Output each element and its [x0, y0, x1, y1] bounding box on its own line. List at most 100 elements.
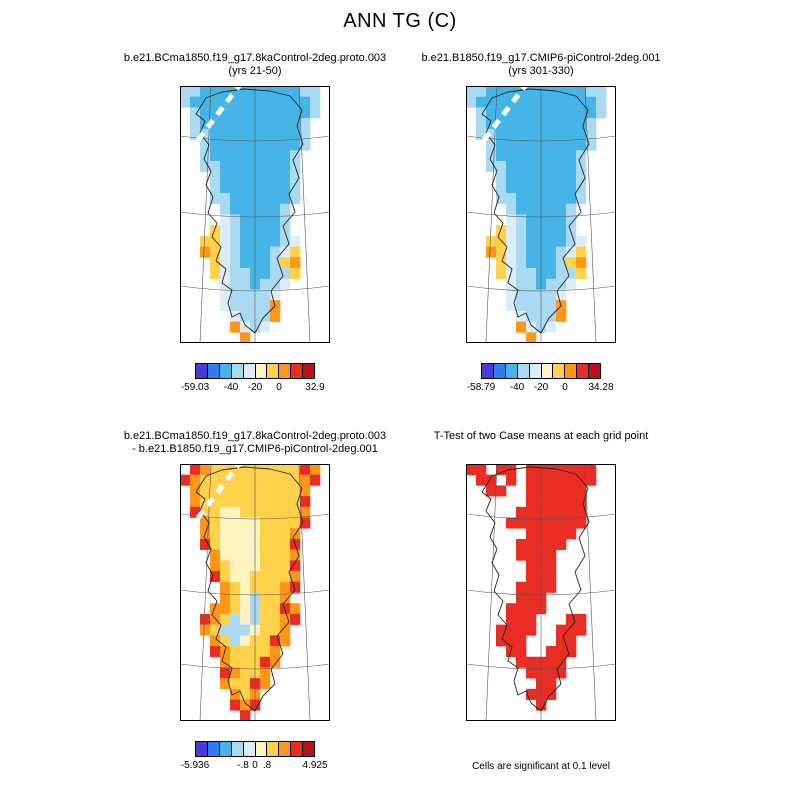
- colorbar-segment: [303, 742, 315, 756]
- map-cell: [260, 300, 271, 312]
- map-cell: [190, 464, 201, 476]
- map-cell: [526, 257, 537, 269]
- map-cell: [476, 86, 487, 98]
- map-cell: [290, 128, 301, 140]
- map-cell: [506, 257, 517, 269]
- map-cell: [556, 667, 567, 679]
- map-cell: [476, 96, 487, 108]
- map-cell: [230, 688, 241, 700]
- map-cell: [576, 118, 587, 130]
- graticule: [466, 464, 616, 721]
- map-cell: [506, 193, 517, 205]
- map-cell: [526, 225, 537, 237]
- map-cell: [526, 538, 537, 550]
- map-cell: [516, 289, 527, 301]
- map-cell: [210, 571, 221, 583]
- map-cell: [566, 171, 577, 183]
- map-cell: [200, 613, 211, 625]
- map-cell: [566, 86, 577, 98]
- map-cell: [190, 506, 201, 518]
- map-cell: [270, 581, 281, 593]
- map-cell: [486, 485, 497, 497]
- map-cell: [516, 128, 527, 140]
- colorbar-tick-label: -40: [223, 382, 239, 393]
- map-cell: [300, 86, 311, 98]
- map-cell: [476, 474, 487, 486]
- map-cell: [526, 268, 537, 280]
- map-cell: [280, 278, 291, 290]
- map-cell: [190, 96, 201, 108]
- colorbar-segment: [589, 364, 601, 378]
- map-cell: [230, 667, 241, 679]
- map-cell: [526, 289, 537, 301]
- map-cell: [230, 635, 241, 647]
- map-cell: [496, 118, 507, 130]
- colorbar-segment: [529, 364, 542, 378]
- map-cell: [290, 571, 301, 583]
- map-cell: [300, 464, 311, 476]
- map-cell: [566, 613, 577, 625]
- map-cell: [280, 496, 291, 508]
- colorbar-case2: -58.79 -40 -20 0 34.28: [467, 363, 614, 395]
- map-cell: [496, 635, 507, 647]
- map-cell: [526, 332, 537, 343]
- map-cell: [220, 613, 231, 625]
- map-cell: [270, 86, 281, 98]
- map-cell: [210, 485, 221, 497]
- map-cell: [546, 86, 557, 98]
- map-cell: [270, 246, 281, 258]
- map-cell: [280, 560, 291, 572]
- map-cell: [496, 225, 507, 237]
- map-cell: [576, 613, 587, 625]
- colorbar-segment: [231, 742, 244, 756]
- map-cell: [290, 603, 301, 615]
- map-cell: [260, 485, 271, 497]
- map-cell: [230, 613, 241, 625]
- map-cell: [290, 118, 301, 130]
- map-cell: [506, 160, 517, 172]
- map-cell: [556, 171, 567, 183]
- map-cell: [240, 300, 251, 312]
- map-cell: [220, 528, 231, 540]
- map-cell: [290, 517, 301, 529]
- map-cell: [230, 257, 241, 269]
- colorbar-tick-label: .8: [262, 760, 272, 771]
- map-cell: [230, 107, 241, 119]
- map-cell: [566, 474, 577, 486]
- map-cell: [240, 656, 251, 668]
- map-cell: [180, 86, 191, 98]
- map-cell: [576, 517, 587, 529]
- map-cell: [220, 289, 231, 301]
- map-cell: [230, 225, 241, 237]
- map-cell: [270, 656, 281, 668]
- map-cell: [516, 246, 527, 258]
- map-cell: [270, 268, 281, 280]
- map-cell: [260, 603, 271, 615]
- map-cell: [280, 268, 291, 280]
- map-cell: [200, 517, 211, 529]
- map-cell: [576, 193, 587, 205]
- map-cell: [230, 300, 241, 312]
- map-cell: [280, 214, 291, 226]
- map-cell: [556, 107, 567, 119]
- map-cell: [546, 139, 557, 151]
- panel-case2-title: b.e21.B1850.f19_g17.CMIP6-piControl-2deg…: [421, 52, 661, 64]
- map-cell: [526, 278, 537, 290]
- map-cell: [210, 624, 221, 636]
- map-cell: [220, 635, 231, 647]
- map-cell: [526, 214, 537, 226]
- map-cell: [300, 474, 311, 486]
- map-cell: [270, 496, 281, 508]
- map-cell: [220, 160, 231, 172]
- map-cell: [220, 128, 231, 140]
- map-cell: [260, 203, 271, 215]
- map-cell: [496, 139, 507, 151]
- map-cell: [516, 182, 527, 194]
- map-cell: [200, 496, 211, 508]
- map-cell: [300, 107, 311, 119]
- map-cell: [220, 182, 231, 194]
- map-cell: [260, 96, 271, 108]
- colorbar-segment: [505, 364, 518, 378]
- map-cell: [526, 203, 537, 215]
- map-cell: [506, 300, 517, 312]
